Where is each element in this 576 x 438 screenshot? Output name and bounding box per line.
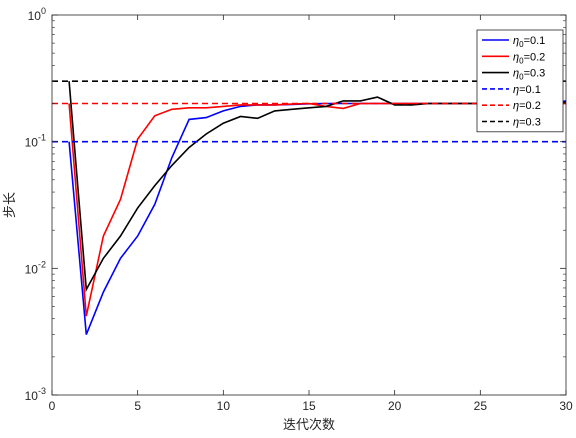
x-tick-label: 25 [474,399,488,413]
x-axis-label: 迭代次数 [283,417,335,433]
y-axis-label: 步长 [3,192,18,218]
legend-label: η=0.2 [513,100,541,112]
x-tick-label: 5 [134,399,141,413]
y-tick-label: 100 [28,6,46,23]
y-tick-label: 10-2 [25,259,46,276]
x-tick-label: 20 [388,399,402,413]
legend-label: η0=0.3 [513,68,545,82]
legend-label: η0=0.2 [513,51,545,65]
x-tick-label: 15 [302,399,316,413]
legend-box [476,29,564,133]
x-axis-ticks: 0 5 10 15 20 25 30 [49,15,573,413]
legend-label: η=0.1 [513,84,541,96]
legend-label: η0=0.1 [513,35,545,49]
x-tick-label: 10 [217,399,231,413]
y-tick-label: 10-3 [25,386,46,403]
x-tick-label: 0 [49,399,56,413]
y-tick-label: 10-1 [25,133,46,150]
legend-label: η=0.3 [513,117,541,129]
x-tick-label: 30 [559,399,573,413]
legend: η0=0.1 η0=0.2 η0=0.3 η=0.1 η=0.2 η=0.3 [476,29,564,133]
y-axis-ticks: 100 10-1 10-2 10-3 [25,6,566,403]
